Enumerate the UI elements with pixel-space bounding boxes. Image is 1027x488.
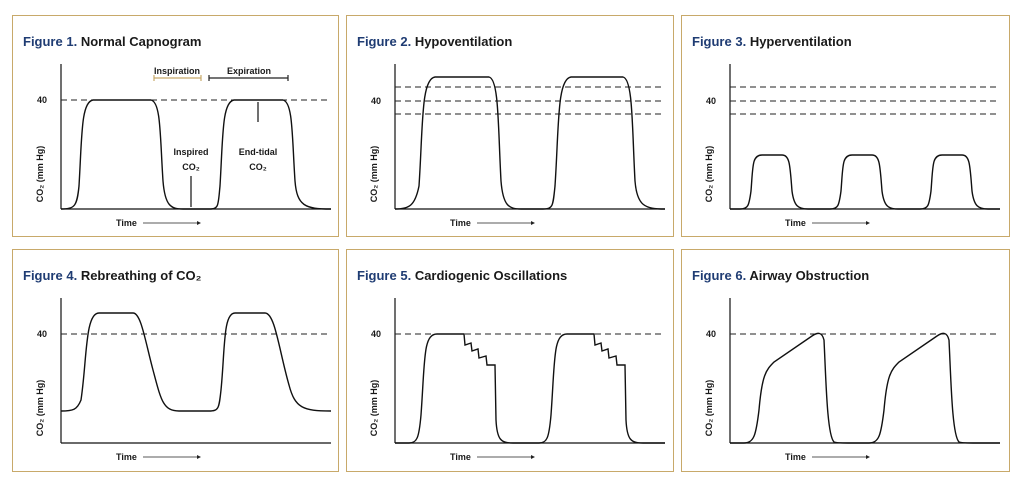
capnogram-hyper: Figure 3. Hyperventilation 40 CO₂ (mm Hg… xyxy=(692,34,1000,228)
expiration-bracket xyxy=(208,75,289,81)
end-tidal-co2-label-2: CO₂ xyxy=(249,162,267,172)
figure-number: Figure 3. xyxy=(692,34,746,49)
capnogram-cardiogenic: Figure 5. Cardiogenic Oscillations 40 CO… xyxy=(357,268,665,462)
arrow-head-icon xyxy=(531,221,535,225)
figure-title-text: Hypoventilation xyxy=(415,34,513,49)
inspiration-label: Inspiration xyxy=(154,66,200,76)
figure-title-text: Airway Obstruction xyxy=(749,268,869,283)
expiration-label: Expiration xyxy=(227,66,271,76)
y-tick-40: 40 xyxy=(371,96,381,106)
capnogram-hypo: Figure 2. Hypoventilation 40 CO₂ (mm Hg)… xyxy=(357,34,666,228)
inspired-co2-label-2: CO₂ xyxy=(182,162,200,172)
inspired-co2-label: Inspired xyxy=(173,147,208,157)
figure-title: Figure 4. Rebreathing of CO₂ xyxy=(23,268,202,283)
figure-panel-hypo: Figure 2. Hypoventilation 40 CO₂ (mm Hg)… xyxy=(346,15,674,237)
figure-title: Figure 5. Cardiogenic Oscillations xyxy=(357,268,567,283)
x-axis-label: Time xyxy=(450,452,471,462)
waveform-hypo xyxy=(394,76,666,210)
waveform-obstruction xyxy=(730,332,1000,444)
waveform-normal xyxy=(60,99,332,210)
figure-panel-cardiogenic: Figure 5. Cardiogenic Oscillations 40 CO… xyxy=(346,249,674,472)
figure-title: Figure 3. Hyperventilation xyxy=(692,34,852,49)
capnogram-normal: Figure 1. Normal Capnogram 40 CO₂ (mm Hg… xyxy=(23,34,332,228)
inspiration-bracket xyxy=(153,75,202,81)
x-axis-label: Time xyxy=(116,452,137,462)
figure-number: Figure 2. xyxy=(357,34,411,49)
y-axis-label: CO₂ (mm Hg) xyxy=(35,146,45,203)
waveform-rebreathing xyxy=(60,312,332,412)
figure-title: Figure 6. Airway Obstruction xyxy=(692,268,869,283)
figure-number: Figure 1. xyxy=(23,34,77,49)
y-tick-40: 40 xyxy=(37,329,47,339)
waveform-hyper xyxy=(730,154,1000,210)
y-tick-40: 40 xyxy=(37,95,47,105)
y-tick-40: 40 xyxy=(706,96,716,106)
figure-number: Figure 4. xyxy=(23,268,77,283)
figure-number: Figure 6. xyxy=(692,268,746,283)
y-axis-label: CO₂ (mm Hg) xyxy=(369,146,379,203)
capnogram-rebreathing: Figure 4. Rebreathing of CO₂ 40 CO₂ (mm … xyxy=(23,268,332,462)
figure-title: Figure 1. Normal Capnogram xyxy=(23,34,201,49)
figure-title-text: Normal Capnogram xyxy=(81,34,202,49)
arrow-head-icon xyxy=(197,455,201,459)
arrow-head-icon xyxy=(197,221,201,225)
y-tick-40: 40 xyxy=(706,329,716,339)
figure-title-text: Cardiogenic Oscillations xyxy=(415,268,567,283)
y-axis-label: CO₂ (mm Hg) xyxy=(704,146,714,203)
y-axis-label: CO₂ (mm Hg) xyxy=(35,380,45,437)
arrow-head-icon xyxy=(866,455,870,459)
figure-number: Figure 5. xyxy=(357,268,411,283)
x-axis-label: Time xyxy=(785,218,806,228)
arrow-head-icon xyxy=(866,221,870,225)
figure-title-text: Hyperventilation xyxy=(750,34,852,49)
figure-panel-rebreathing: Figure 4. Rebreathing of CO₂ 40 CO₂ (mm … xyxy=(12,249,339,472)
arrow-head-icon xyxy=(531,455,535,459)
y-axis-label: CO₂ (mm Hg) xyxy=(369,380,379,437)
figure-title-text: Rebreathing of CO₂ xyxy=(81,268,202,283)
capnogram-obstruction: Figure 6. Airway Obstruction 40 CO₂ (mm … xyxy=(692,268,1000,462)
y-tick-40: 40 xyxy=(371,329,381,339)
figure-panel-hyper: Figure 3. Hyperventilation 40 CO₂ (mm Hg… xyxy=(681,15,1010,237)
x-axis-label: Time xyxy=(450,218,471,228)
figure-panel-obstruction: Figure 6. Airway Obstruction 40 CO₂ (mm … xyxy=(681,249,1010,472)
waveform-cardiogenic xyxy=(395,333,665,444)
figure-title: Figure 2. Hypoventilation xyxy=(357,34,512,49)
x-axis-label: Time xyxy=(785,452,806,462)
end-tidal-co2-label: End-tidal xyxy=(239,147,278,157)
x-axis-label: Time xyxy=(116,218,137,228)
figure-panel-normal: Figure 1. Normal Capnogram 40 CO₂ (mm Hg… xyxy=(12,15,339,237)
y-axis-label: CO₂ (mm Hg) xyxy=(704,380,714,437)
